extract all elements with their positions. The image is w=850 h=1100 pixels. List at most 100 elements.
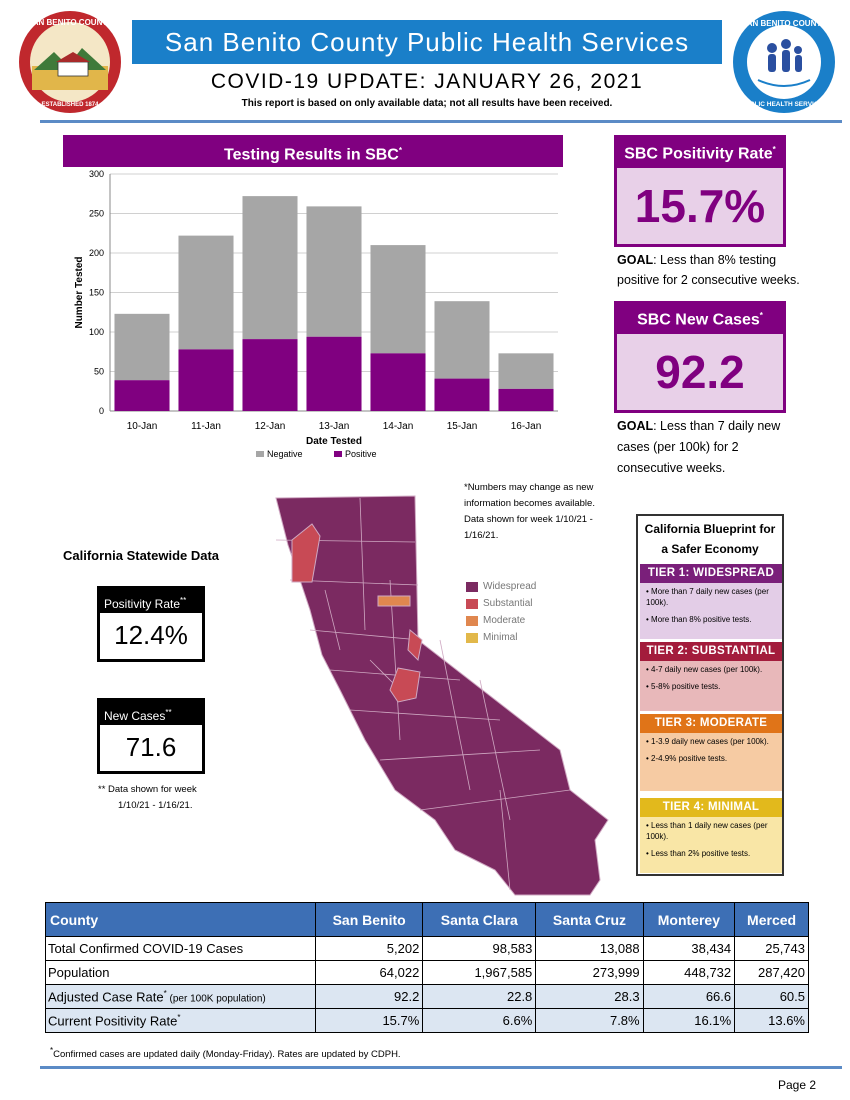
y-tick-label: 300 <box>89 169 104 179</box>
bar-positive <box>370 353 426 411</box>
bar-negative <box>370 245 426 354</box>
table-cell: 15.7% <box>314 1008 424 1033</box>
bar-negative <box>242 196 298 340</box>
goal-label: GOAL <box>617 253 654 267</box>
table-row: Adjusted Case Rate* (per 100K population… <box>45 984 809 1009</box>
bar-positive <box>242 339 298 411</box>
col-header-san-benito: San Benito <box>314 902 424 937</box>
substantial-county-mariposa <box>407 629 423 662</box>
table-header-row: County San Benito Santa Clara Santa Cruz… <box>45 902 809 937</box>
tier-3: TIER 3: MODERATE • 1-3.9 daily new cases… <box>640 714 782 791</box>
bar-positive <box>178 349 234 411</box>
table-cell: 7.8% <box>535 1008 644 1033</box>
sbc-new-cases-goal: GOAL: Less than 7 daily new cases (per 1… <box>617 416 797 479</box>
svg-text:PUBLIC HEALTH SERVICES: PUBLIC HEALTH SERVICES <box>741 101 828 108</box>
table-cell: 448,732 <box>642 960 736 985</box>
bar-negative <box>434 301 490 379</box>
footnote: *Confirmed cases are updated daily (Mond… <box>50 1046 401 1061</box>
map-legend-swatch <box>466 581 478 592</box>
x-tick-label: 13-Jan <box>319 421 350 432</box>
sbc-positivity-header: SBC Positivity Rate* <box>614 135 786 165</box>
map-legend: Widespread Substantial Moderate Minimal <box>466 578 536 646</box>
svg-text:ESTABLISHED 1874: ESTABLISHED 1874 <box>42 102 100 108</box>
table-cell: 22.8 <box>422 984 537 1009</box>
map-legend-label: Substantial <box>483 598 533 609</box>
substantial-county-madera <box>389 667 421 703</box>
statewide-positivity-header: Positivity Rate** <box>100 589 202 613</box>
map-legend-item: Moderate <box>466 612 536 629</box>
bar-positive <box>114 380 170 411</box>
col-header-santa-cruz: Santa Cruz <box>535 902 644 937</box>
footnote-text: Confirmed cases are updated daily (Monda… <box>53 1049 401 1061</box>
row-label: Adjusted Case Rate* (per 100K population… <box>45 984 316 1009</box>
tier-4-header: TIER 4: MINIMAL <box>640 798 782 817</box>
tier-1-item1: • More than 7 daily new cases (per 100k)… <box>646 587 769 607</box>
tier-2-item1: • 4-7 daily new cases (per 100k). <box>646 665 763 674</box>
statewide-note-line2: 1/10/21 - 1/16/21. <box>118 800 193 811</box>
map-legend-label: Moderate <box>483 615 526 626</box>
y-tick-label: 50 <box>94 367 104 377</box>
statewide-positivity-label: Positivity Rate <box>104 597 181 611</box>
legend-swatch <box>256 451 264 457</box>
table-cell: 38,434 <box>642 936 736 961</box>
tier-2-body: • 4-7 daily new cases (per 100k). • 5-8%… <box>640 661 782 711</box>
tier-1-item2: • More than 8% positive tests. <box>646 615 752 624</box>
x-tick-label: 12-Jan <box>255 421 286 432</box>
tier-4-item1: • Less than 1 daily new cases (per 100k)… <box>646 821 768 841</box>
statewide-title: California Statewide Data <box>63 548 220 563</box>
tier-4-body: • Less than 1 daily new cases (per 100k)… <box>640 817 782 873</box>
bar-positive <box>498 388 554 411</box>
col-header-merced: Merced <box>734 902 809 937</box>
goal-text: : Less than 8% testing positive for 2 co… <box>617 253 800 287</box>
x-tick-label: 15-Jan <box>447 421 478 432</box>
svg-text:SAN BENITO COUNTY: SAN BENITO COUNTY <box>741 19 827 28</box>
table-cell: 92.2 <box>314 984 424 1009</box>
table-cell: 273,999 <box>535 960 644 985</box>
map-note: *Numbers may change as new information b… <box>464 482 595 541</box>
y-tick-label: 0 <box>99 406 104 416</box>
x-tick-label: 14-Jan <box>383 421 414 432</box>
bar-positive <box>434 378 490 411</box>
y-tick-label: 100 <box>89 327 104 337</box>
sbc-positivity-label: SBC Positivity Rate <box>624 145 773 163</box>
statewide-new-cases-header: New Cases** <box>100 701 202 725</box>
sbc-positivity-goal: GOAL: Less than 8% testing positive for … <box>617 250 817 290</box>
blueprint-title-line2: a Safer Economy <box>661 542 759 556</box>
table-cell: 1,967,585 <box>422 960 537 985</box>
table-cell: 98,583 <box>422 936 537 961</box>
county-comparison-table: County San Benito Santa Clara Santa Cruz… <box>45 902 809 1033</box>
bar-negative <box>306 206 362 337</box>
tier-2: TIER 2: SUBSTANTIAL • 4-7 daily new case… <box>640 642 782 711</box>
sbc-positivity-value: 15.7% <box>614 165 786 247</box>
statewide-positivity-box: Positivity Rate** 12.4% <box>97 586 205 662</box>
blueprint-panel: California Blueprint for a Safer Economy… <box>636 514 784 876</box>
page-number: Page 2 <box>778 1078 817 1092</box>
row-label-text: Current Positivity Rate <box>48 1013 178 1029</box>
svg-text:SAN BENITO COUNTY: SAN BENITO COUNTY <box>27 18 113 27</box>
col-header-santa-clara: Santa Clara <box>422 902 537 937</box>
table-row: Total Confirmed COVID-19 Cases 5,202 98,… <box>45 936 809 961</box>
tier-3-body: • 1-3.9 daily new cases (per 100k). • 2-… <box>640 733 782 791</box>
goal-text: : Less than 7 daily new cases (per 100k)… <box>617 419 781 475</box>
statewide-new-cases-value: 71.6 <box>125 732 177 762</box>
table-cell: 5,202 <box>314 936 424 961</box>
bottom-divider <box>40 1066 842 1069</box>
row-label: Total Confirmed COVID-19 Cases <box>45 936 316 961</box>
statewide-note: ** Data shown for week 1/10/21 - 1/16/21… <box>98 782 197 814</box>
california-outline <box>275 495 609 896</box>
y-tick-label: 150 <box>89 288 104 298</box>
map-legend-item: Minimal <box>466 629 536 646</box>
table-cell: 6.6% <box>422 1008 537 1033</box>
statewide-note-line1: ** Data shown for week <box>98 784 197 795</box>
tier-1-body: • More than 7 daily new cases (per 100k)… <box>640 583 782 639</box>
tier-3-item1: • 1-3.9 daily new cases (per 100k). <box>646 737 769 746</box>
sbc-new-cases-label: SBC New Cases <box>637 311 760 329</box>
x-axis-label: Date Tested <box>306 436 362 447</box>
map-legend-swatch <box>466 598 478 609</box>
map-legend-item: Widespread <box>466 578 536 595</box>
map-legend-label: Minimal <box>483 632 518 643</box>
col-header-county: County <box>45 902 316 937</box>
table-cell: 13.6% <box>734 1008 809 1033</box>
tier-2-item2: • 5-8% positive tests. <box>646 682 721 691</box>
testing-results-chart: 0 50 100 150 200 250 300 10-Jan 11-Jan 12-Jan 13-J… <box>74 169 558 459</box>
